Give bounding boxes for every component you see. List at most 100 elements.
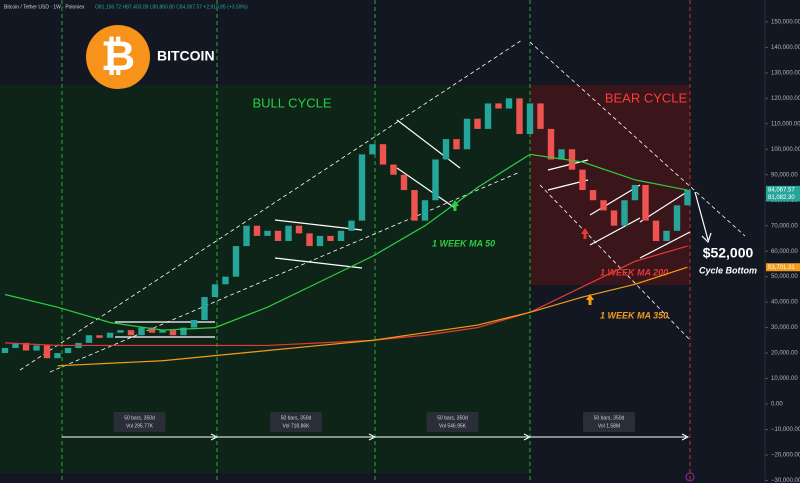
candle [159, 330, 166, 333]
range-box [583, 412, 635, 432]
candle [621, 200, 628, 226]
y-tick-label: 120,000.00 [771, 96, 800, 102]
candle [211, 284, 219, 298]
y-tick-label: 40,000.00 [771, 300, 798, 306]
y-tick-label: 60,000.00 [771, 249, 798, 255]
candle [432, 159, 439, 201]
candle [558, 149, 565, 160]
ma50-arrow [451, 200, 459, 211]
candle [117, 330, 124, 333]
candle [400, 174, 408, 191]
ma-label: 1 WEEK MA 350 [600, 310, 668, 320]
candle [96, 335, 103, 338]
candle [253, 225, 261, 236]
y-tick-label: 130,000.00 [771, 70, 800, 76]
y-tick-label: 70,000.00 [771, 223, 798, 229]
candle [495, 103, 502, 109]
candle [379, 144, 387, 165]
candle [652, 220, 660, 241]
logo-circle [86, 25, 150, 89]
candle [1, 347, 9, 354]
y-tick-label: −30,000.00 [771, 478, 800, 483]
candle [600, 200, 607, 211]
candle [390, 164, 397, 175]
candle [274, 230, 282, 241]
candle [516, 98, 523, 134]
ma-label: 1 WEEK MA 200 [600, 267, 668, 277]
candle [421, 200, 429, 221]
range-volume: Vol 718.86K [283, 423, 311, 429]
candle [327, 235, 334, 241]
y-tick-label: 50,000.00 [771, 274, 798, 280]
candle [673, 205, 681, 231]
range-volume: Vol 546.95K [439, 423, 467, 429]
range-bars: 50 bars, 350d [437, 415, 468, 421]
candle [411, 190, 418, 221]
candle [33, 345, 40, 351]
y-tick-label: 140,000.00 [771, 45, 800, 51]
candle [337, 230, 345, 241]
y-tick-label: 0.00 [771, 402, 783, 408]
candle [484, 103, 492, 129]
y-tick-label: 150,000.00 [771, 19, 800, 25]
candle [169, 330, 177, 336]
price-tag [766, 263, 800, 272]
candle [663, 230, 670, 241]
candle [316, 235, 324, 247]
candle [579, 169, 586, 191]
cycle-dividers [61, 0, 531, 483]
range-box [113, 412, 166, 432]
range-bars: 50 bars, 350d [594, 415, 625, 421]
range-bars: 50 bars, 350d [281, 415, 312, 421]
candle [138, 327, 145, 336]
candle [190, 319, 198, 328]
candle [369, 144, 376, 155]
y-tick-label: 100,000.00 [771, 147, 800, 153]
price-tag [766, 185, 800, 194]
candle [222, 276, 229, 285]
y-tick-label: 90,000.00 [771, 172, 798, 178]
range-volume: Vol 1.58M [598, 423, 620, 429]
candle [54, 353, 61, 359]
candle [505, 98, 513, 109]
candle [526, 103, 534, 134]
bear-region [530, 85, 690, 285]
candle [285, 225, 292, 241]
bull-label: BULL CYCLE [253, 95, 332, 110]
range-box [270, 412, 322, 432]
candle [631, 184, 639, 201]
candle [148, 327, 156, 333]
logo-symbol: ₿ [101, 32, 135, 79]
price-tag-label: 53,701.31 [768, 265, 795, 271]
range-bars: 50 bars, 350d [124, 415, 155, 421]
candle [180, 327, 187, 336]
candle [610, 210, 618, 226]
candle [568, 149, 576, 170]
trend-channels [19, 39, 746, 373]
ma200-arrow [581, 228, 589, 239]
candle [295, 225, 303, 234]
logo-text: BITCOIN [157, 48, 215, 64]
candle [243, 225, 250, 247]
ma-line [57, 266, 688, 367]
y-tick-label: −10,000.00 [771, 427, 800, 433]
range-arrow-head [681, 433, 690, 441]
candle [642, 184, 649, 221]
candle [537, 103, 544, 129]
candle [264, 230, 271, 236]
candle [43, 345, 51, 359]
symbol-info: Bitcoin / Tether USD · 1W · Poloniex [4, 4, 85, 10]
range-box [426, 412, 479, 432]
y-tick-label: 110,000.00 [771, 121, 800, 127]
candle [232, 246, 240, 277]
candle [306, 233, 313, 247]
y-tick-label: 30,000.00 [771, 325, 798, 331]
bear-label: BEAR CYCLE [605, 90, 688, 105]
candle [442, 139, 450, 160]
y-tick-label: −20,000.00 [771, 453, 800, 459]
target-note: Cycle Bottom [699, 265, 757, 275]
ma-line [4, 245, 688, 347]
candle [348, 220, 355, 231]
candle [463, 118, 471, 150]
